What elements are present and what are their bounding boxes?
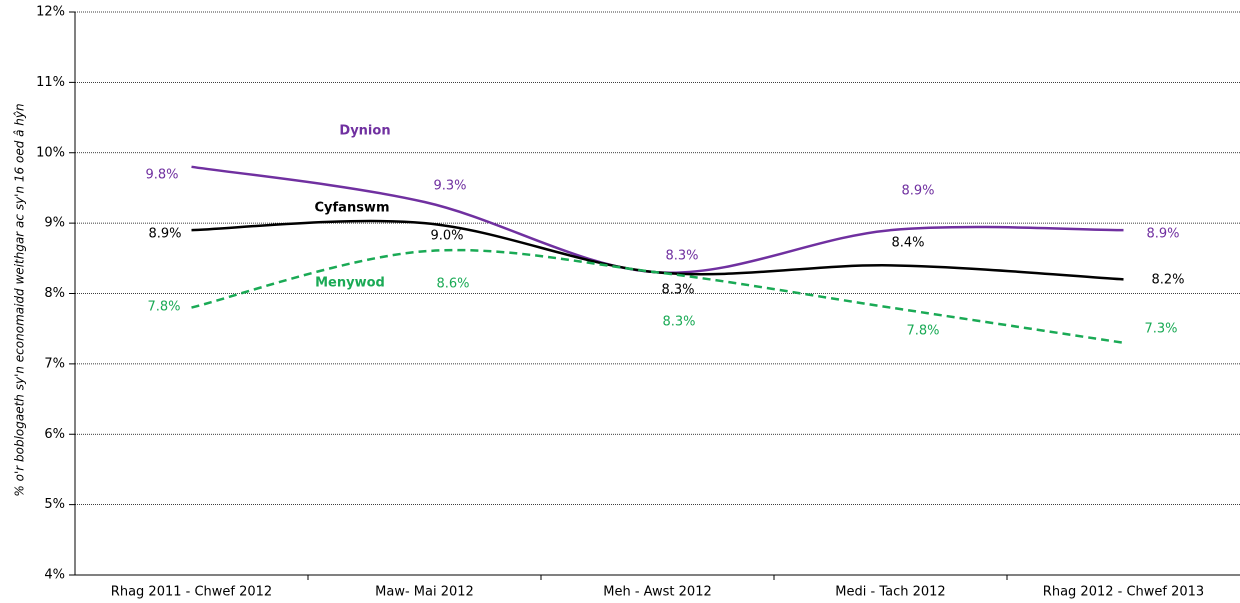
y-axis-title: % o'r boblogaeth sy'n economaidd weithga… [13, 103, 27, 496]
line [191, 165, 1124, 275]
y-tick-label: 4% [44, 568, 65, 583]
data-label: 8.4% [891, 236, 924, 251]
y-tick-label: 12% [36, 5, 65, 20]
y-tick-label: 11% [36, 75, 65, 90]
data-label: 8.3% [661, 283, 694, 298]
data-label: 9.3% [433, 179, 466, 194]
line [191, 248, 1124, 344]
data-label: 8.3% [665, 249, 698, 264]
x-tick-label: Maw- Mai 2012 [375, 585, 474, 600]
data-label: 9.8% [145, 168, 178, 183]
x-tick-label: Rhag 2012 - Chwef 2013 [1043, 585, 1204, 600]
x-tick-label: Rhag 2011 - Chwef 2012 [111, 585, 272, 600]
data-label: 8.6% [436, 277, 469, 292]
data-label: 7.3% [1144, 322, 1177, 337]
y-tick-label: 5% [44, 497, 65, 512]
y-tick-label: 7% [44, 356, 65, 371]
data-label: 7.8% [147, 300, 180, 315]
y-tick-label: 9% [44, 216, 65, 231]
data-label: 8.9% [1146, 227, 1179, 242]
x-tick-label: Meh - Awst 2012 [603, 585, 712, 600]
y-tick-label: 6% [44, 427, 65, 442]
line [191, 219, 1124, 281]
y-tick-label: 10% [36, 145, 65, 160]
data-label: 7.8% [906, 324, 939, 339]
data-label: 8.9% [901, 184, 934, 199]
x-tick-label: Medi - Tach 2012 [835, 585, 945, 600]
series-label: Dynion [339, 124, 390, 139]
series-label: Menywod [315, 276, 385, 291]
data-label: 8.2% [1151, 273, 1184, 288]
data-label: 8.3% [662, 315, 695, 330]
y-tick-label: 8% [44, 286, 65, 301]
series-label: Cyfanswm [315, 201, 390, 216]
data-label: 8.9% [148, 227, 181, 242]
data-label: 9.0% [430, 229, 463, 244]
